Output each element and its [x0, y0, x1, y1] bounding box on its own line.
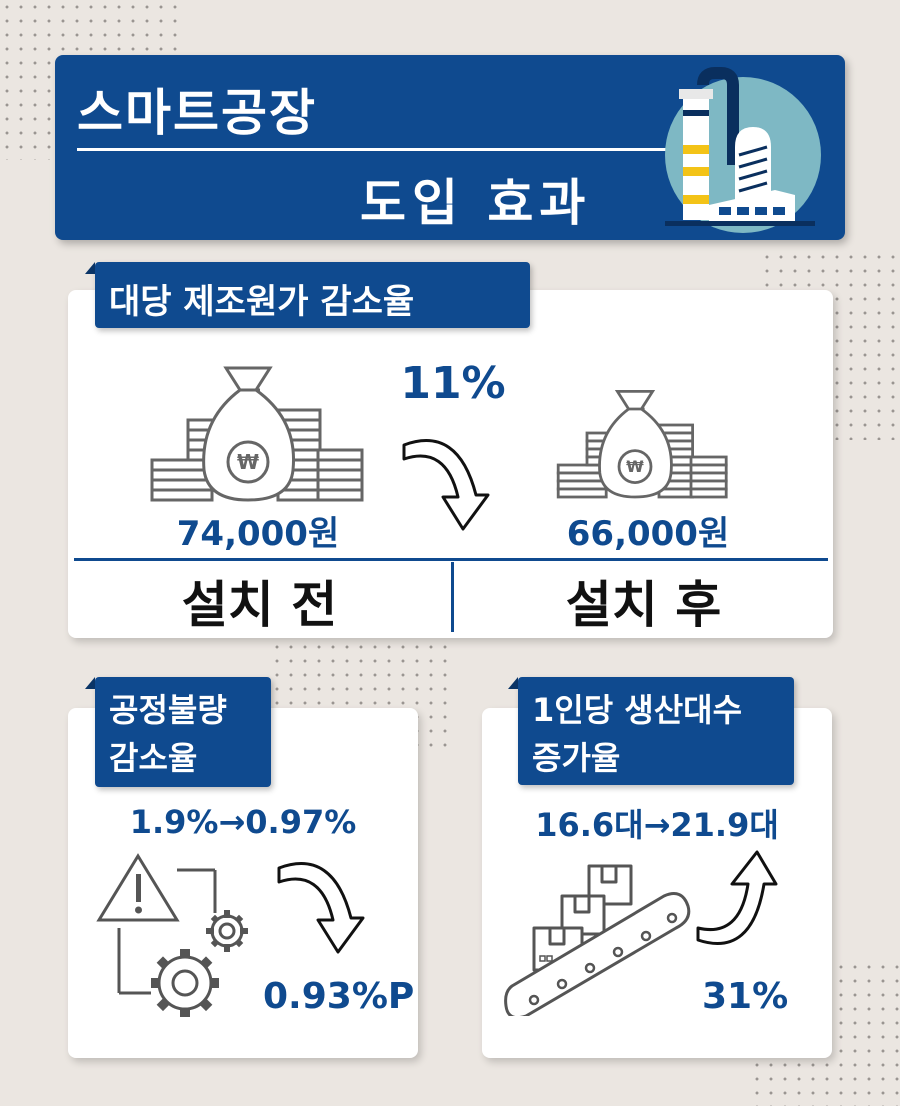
header-banner: 스마트공장 도입 효과 — [55, 55, 845, 240]
money-bag-coins-icon: ₩ — [556, 390, 728, 499]
svg-text:₩: ₩ — [237, 450, 259, 474]
cost-reduction-percent: 11% — [400, 358, 506, 409]
header-divider — [77, 148, 697, 151]
defect-change: 1.9%→0.97% — [129, 803, 357, 841]
cost-card: ₩ 74,000원 11% ₩ 66,000원 설치 전 설치 후 — [68, 290, 833, 638]
header-title-line1: 스마트공장 — [77, 84, 317, 142]
warning-gears-icon — [96, 853, 248, 1017]
productivity-label-line1: 1인당 생산대수 — [532, 691, 743, 729]
defect-section-label: 공정불량 감소율 — [85, 677, 271, 787]
defect-label-line2: 감소율 — [109, 739, 198, 777]
defect-label-line1: 공정불량 — [109, 691, 227, 729]
productivity-section-label: 1인당 생산대수 증가율 — [508, 677, 794, 785]
cost-before-label: 설치 전 — [181, 576, 338, 634]
header-title-line2: 도입 효과 — [360, 174, 592, 232]
factory-icon — [665, 67, 821, 233]
productivity-label-line2: 증가율 — [532, 739, 621, 777]
curved-arrow-down-icon — [277, 862, 365, 954]
cost-section-label: 대당 제조원가 감소율 — [85, 262, 530, 328]
cost-section-label-text: 대당 제조원가 감소율 — [109, 282, 415, 322]
svg-text:₩: ₩ — [626, 457, 644, 476]
productivity-increase: 31% — [702, 976, 789, 1017]
cost-before-value: 74,000원 — [176, 514, 340, 554]
conveyor-boxes-icon — [504, 864, 691, 1016]
curved-arrow-down-icon — [402, 439, 490, 531]
curved-arrow-up-icon — [696, 850, 778, 946]
cost-vertical-divider — [451, 562, 454, 632]
cost-divider — [74, 558, 828, 561]
cost-after-label: 설치 후 — [565, 576, 722, 634]
defect-diff: 0.93%P — [263, 976, 415, 1017]
productivity-change: 16.6대→21.9대 — [535, 806, 779, 844]
cost-after-value: 66,000원 — [566, 514, 730, 554]
money-bag-coins-icon: ₩ — [150, 366, 364, 502]
